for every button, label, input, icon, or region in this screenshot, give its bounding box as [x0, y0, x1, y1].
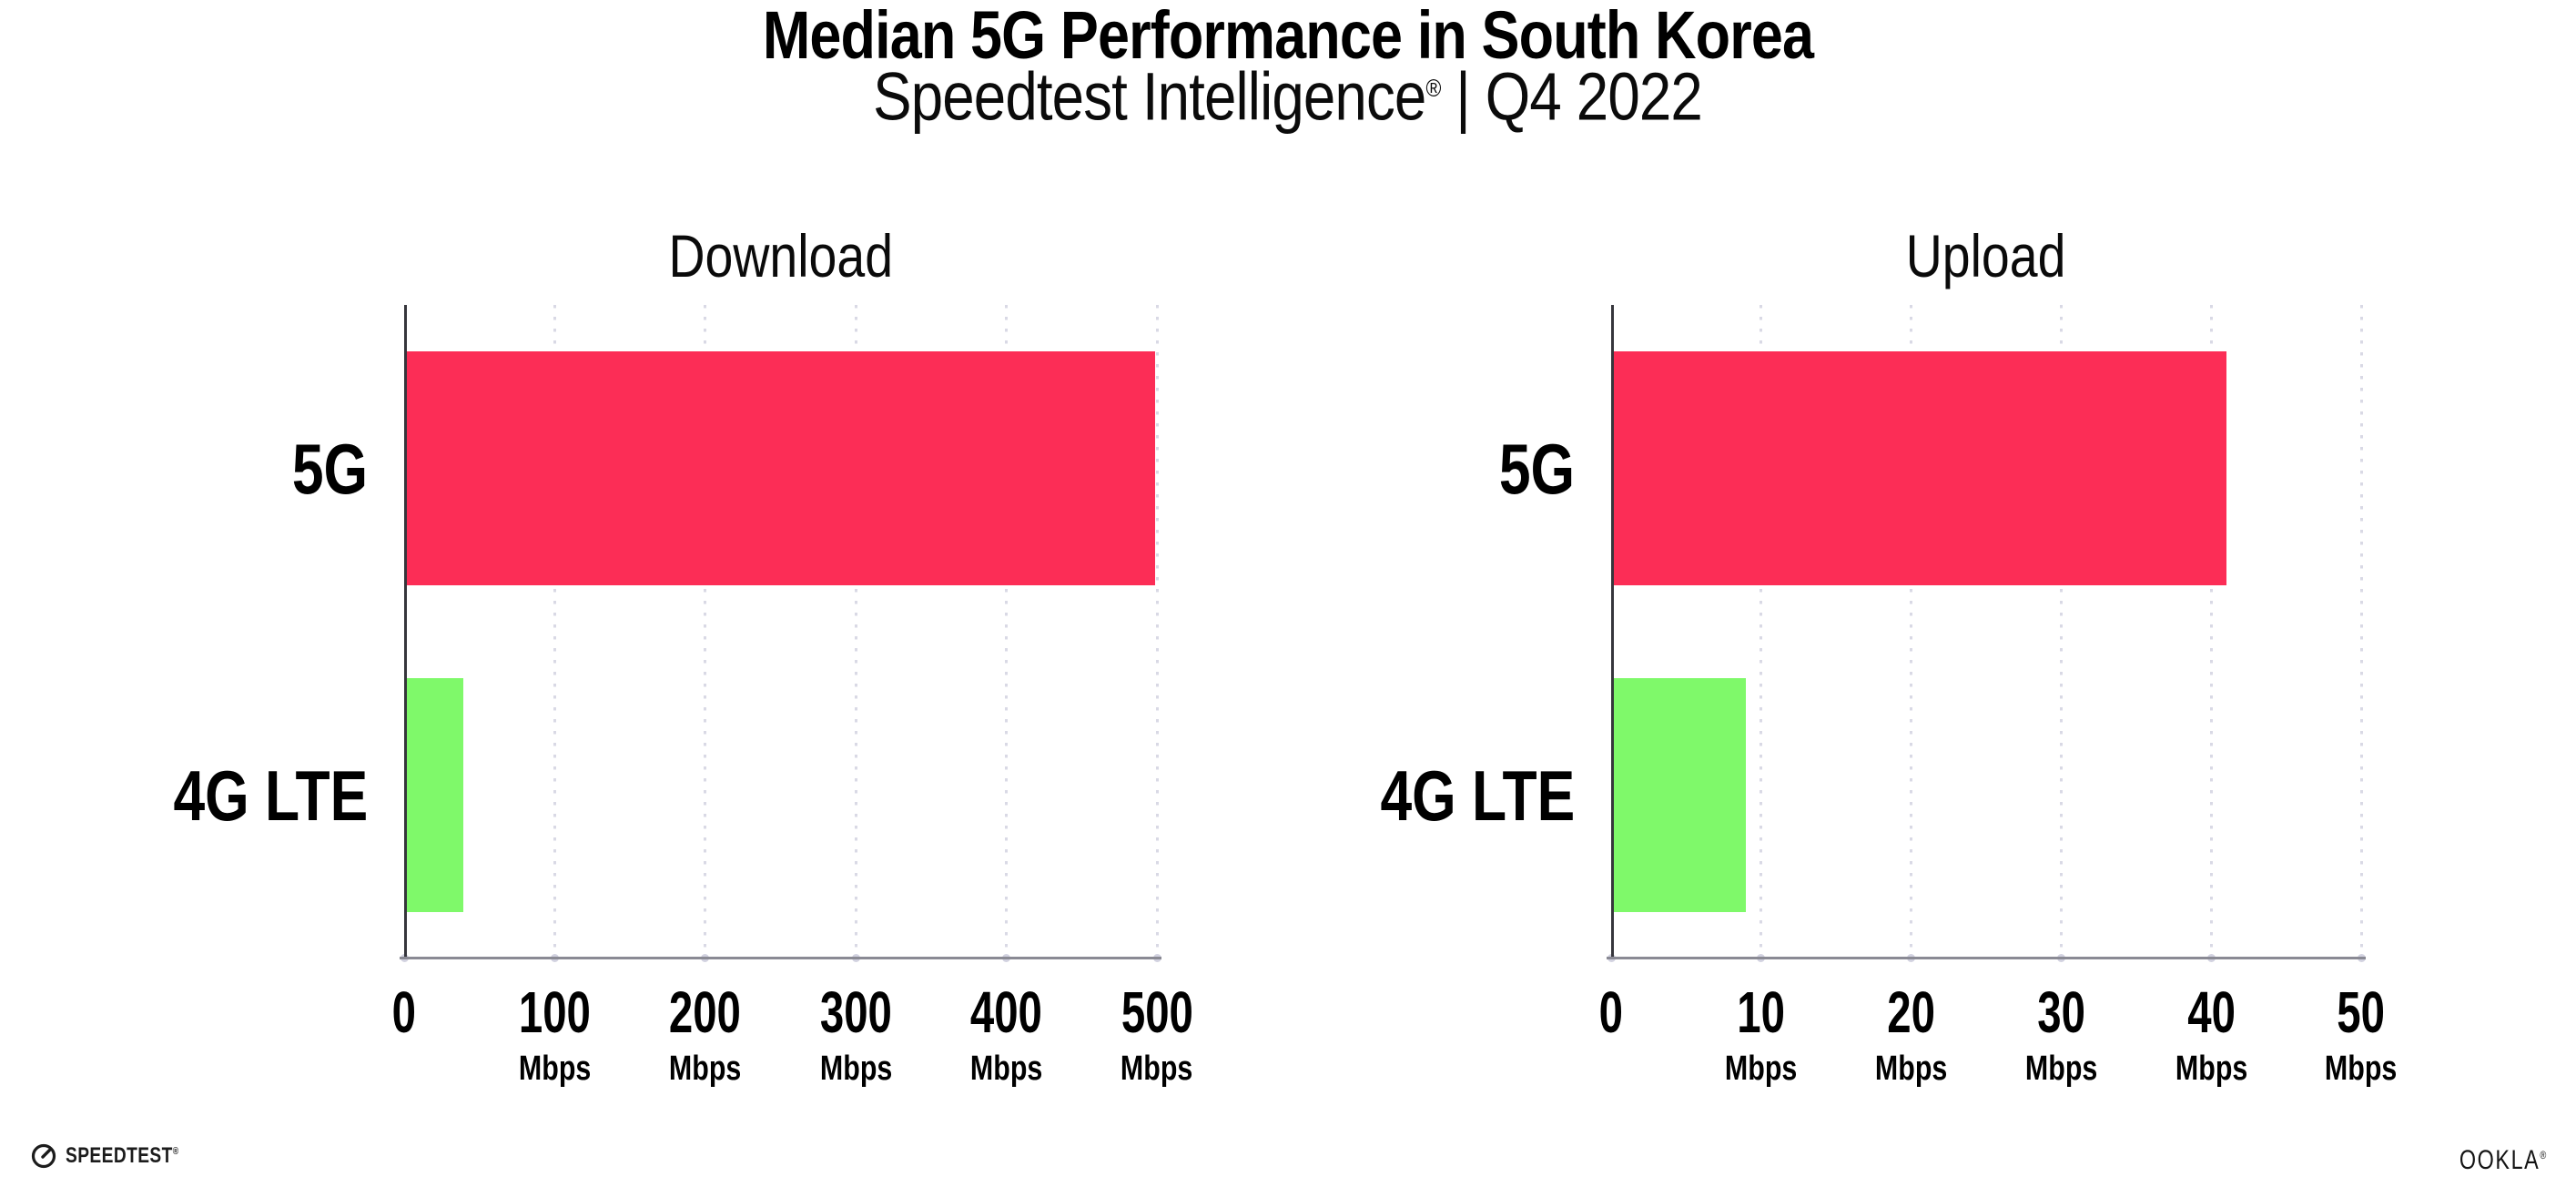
y-axis-line — [404, 305, 407, 958]
category-label-5g: 5G — [1498, 428, 1575, 509]
bar-5g-download — [404, 351, 1156, 585]
x-tick-unit: Mbps — [819, 1050, 892, 1088]
x-tick-unit: Mbps — [2024, 1050, 2098, 1088]
gridline — [2359, 305, 2363, 958]
figure-subtitle: Speedtest Intelligence® | Q4 2022 — [0, 53, 2576, 133]
download-plot — [400, 305, 1161, 962]
figure-title-text: Median 5G Performance in South Korea — [762, 0, 1814, 73]
category-label-4g-lte: 4G LTE — [1380, 755, 1575, 836]
gridline — [1910, 305, 1913, 958]
y-axis-line — [1611, 305, 1614, 958]
gridline — [1155, 305, 1159, 958]
x-tick-label: 0 — [391, 979, 417, 1045]
category-label-5g: 5G — [291, 428, 368, 509]
x-tick-label: 50 — [2337, 979, 2386, 1045]
x-tick-label: 30 — [2037, 979, 2085, 1045]
gridline — [1760, 305, 1763, 958]
x-tick-label: 0 — [1598, 979, 1624, 1045]
x-tick-label: 400 — [970, 979, 1043, 1045]
x-tick-label: 500 — [1121, 979, 1193, 1045]
x-tick-unit: Mbps — [2175, 1050, 2247, 1088]
speedtest-logo: SPEEDTEST® — [30, 1140, 208, 1172]
x-tick-unit: Mbps — [518, 1050, 592, 1088]
speedtest-gauge-icon — [31, 1143, 56, 1169]
download-chart-title: Download — [668, 222, 893, 289]
x-axis-line — [1607, 957, 2366, 959]
speedtest-wordmark: SPEEDTEST® — [66, 1143, 179, 1168]
x-tick-unit: Mbps — [1874, 1050, 1948, 1088]
x-tick-label: 200 — [669, 979, 742, 1045]
category-label-4g-lte: 4G LTE — [173, 755, 368, 836]
gridline — [704, 305, 707, 958]
subtitle-brand: Speedtest Intelligence — [873, 58, 1427, 135]
x-tick-label: 300 — [819, 979, 892, 1045]
upload-chart-title: Upload — [1906, 222, 2066, 289]
x-tick-unit: Mbps — [1725, 1050, 1798, 1088]
x-tick-label: 40 — [2186, 979, 2236, 1045]
x-tick-unit: Mbps — [2325, 1050, 2398, 1088]
figure-title: Median 5G Performance in South Korea — [0, 2, 2576, 69]
registered-mark-icon: ® — [172, 1146, 179, 1157]
registered-mark-icon: ® — [2540, 1149, 2546, 1161]
upload-plot — [1607, 305, 2366, 962]
x-tick-label: 20 — [1887, 979, 1935, 1045]
gridline — [553, 305, 556, 958]
registered-mark-icon: ® — [1425, 75, 1442, 102]
subtitle-period: | Q4 2022 — [1440, 58, 1704, 135]
gridline — [2209, 305, 2213, 958]
x-tick-label: 100 — [518, 979, 591, 1045]
x-tick-label: 10 — [1737, 979, 1786, 1045]
figure-subtitle-text: Speedtest Intelligence® | Q4 2022 — [873, 53, 1704, 135]
x-tick-unit: Mbps — [1121, 1050, 1193, 1088]
ookla-wordmark: OOKLA® — [2459, 1145, 2546, 1175]
bar-5g-upload — [1611, 351, 2226, 585]
ookla-logo: OOKLA® — [2435, 1145, 2546, 1176]
bar-4g-lte-upload — [1611, 678, 1747, 912]
bar-4g-lte-download — [404, 678, 463, 912]
gridline — [2059, 305, 2063, 958]
x-tick-unit: Mbps — [969, 1050, 1043, 1088]
gridline — [1005, 305, 1009, 958]
x-tick-unit: Mbps — [669, 1050, 742, 1088]
x-axis-line — [400, 957, 1161, 959]
gridline — [854, 305, 857, 958]
